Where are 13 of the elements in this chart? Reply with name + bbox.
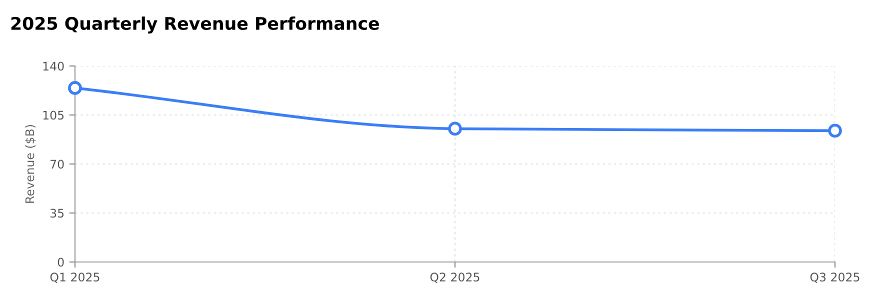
x-tick-label: Q1 2025 xyxy=(50,272,100,283)
y-tick-label: 140 xyxy=(43,62,64,71)
x-tick-label: Q2 2025 xyxy=(430,272,480,283)
x-tick-label: Q3 2025 xyxy=(810,272,860,283)
y-tick-label: 105 xyxy=(43,110,64,120)
point xyxy=(448,122,462,136)
y-tick-label: 35 xyxy=(50,208,64,218)
y-tick-label: 70 xyxy=(50,160,64,169)
y-tick-label: 0 xyxy=(58,258,64,267)
point xyxy=(68,81,82,95)
point xyxy=(828,124,842,138)
y-axis-title: Revenue ($B) xyxy=(25,125,36,203)
chart-title: 2025 Quarterly Revenue Performance xyxy=(11,16,379,34)
